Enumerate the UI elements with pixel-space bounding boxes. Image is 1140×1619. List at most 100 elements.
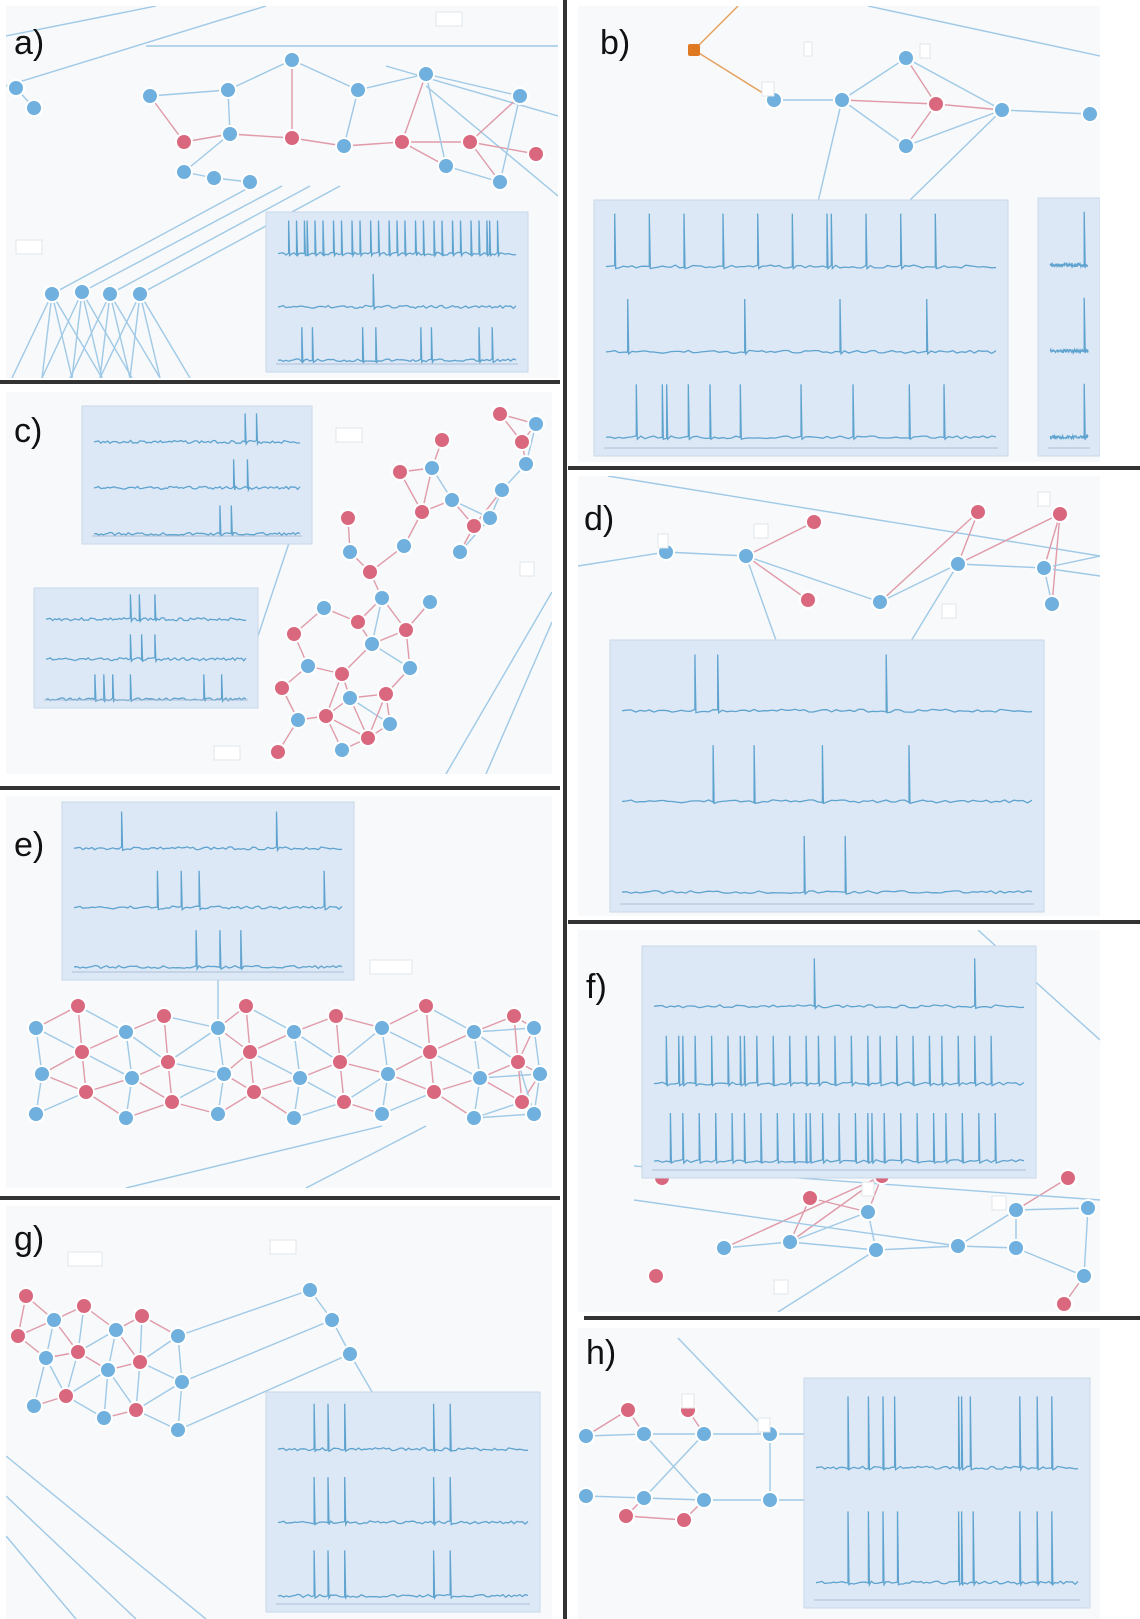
excitatory-neuron-node xyxy=(578,1487,595,1505)
node-tag xyxy=(519,561,535,577)
node-tag xyxy=(681,1393,695,1409)
synapse-edge xyxy=(665,551,747,557)
synapse-edge xyxy=(841,57,907,101)
panel-d: d) xyxy=(578,476,1100,916)
excitatory-neuron-node xyxy=(897,49,915,67)
synapse-edge xyxy=(1043,567,1100,577)
excitatory-neuron-node xyxy=(285,1023,303,1041)
synapse-edge xyxy=(473,1113,535,1119)
excitatory-neuron-node xyxy=(73,283,91,301)
inhibitory-neuron-node xyxy=(491,405,509,423)
inhibitory-synapse-edge xyxy=(1015,1177,1069,1211)
inhibitory-neuron-node xyxy=(1055,1295,1073,1312)
inhibitory-neuron-node xyxy=(421,1043,439,1061)
excitatory-neuron-node xyxy=(341,543,359,561)
excitatory-neuron-node xyxy=(117,1109,135,1127)
synapse-edge xyxy=(163,1015,219,1029)
excitatory-neuron-node xyxy=(173,1373,191,1391)
inhibitory-neuron-node xyxy=(675,1511,693,1529)
divider-c-e xyxy=(0,786,560,790)
synapse-edge xyxy=(745,555,779,647)
inhibitory-neuron-node xyxy=(75,1297,93,1315)
node-tag xyxy=(803,41,813,57)
excitatory-neuron-node xyxy=(417,65,435,83)
synapse-edge xyxy=(81,291,103,378)
excitatory-neuron-node xyxy=(95,1409,113,1427)
panel-e: e) xyxy=(6,796,552,1188)
node-tag xyxy=(919,43,931,59)
excitatory-neuron-node xyxy=(401,659,419,677)
excitatory-neuron-node xyxy=(859,1203,877,1221)
voltage-trace xyxy=(73,870,343,911)
node-tag xyxy=(269,1239,297,1255)
inhibitory-neuron-node xyxy=(413,503,431,521)
excitatory-neuron-node xyxy=(531,1065,549,1083)
divider-f-h xyxy=(584,1316,1140,1320)
excitatory-neuron-node xyxy=(333,741,351,759)
synapse-edge xyxy=(875,1245,959,1251)
node-tag xyxy=(369,959,413,975)
inhibitory-neuron-node xyxy=(393,133,411,151)
network-diagram-c xyxy=(33,405,552,774)
inhibitory-neuron-node xyxy=(527,145,545,163)
excitatory-neuron-node xyxy=(897,137,915,155)
synapse-edge xyxy=(429,1051,481,1079)
voltage-trace-panel xyxy=(265,1391,541,1613)
synapse-edge xyxy=(485,621,552,774)
excitatory-neuron-node xyxy=(99,1361,117,1379)
synapse-edge xyxy=(6,6,267,87)
synapse-edge xyxy=(35,1091,87,1115)
synapse-edge xyxy=(51,185,253,295)
inhibitory-neuron-node xyxy=(17,1287,35,1305)
node-tag xyxy=(1037,491,1051,507)
voltage-trace xyxy=(653,1035,1025,1088)
inhibitory-neuron-node xyxy=(269,743,287,761)
voltage-trace xyxy=(277,1403,529,1453)
excitatory-neuron-node xyxy=(381,715,399,733)
excitatory-neuron-node xyxy=(465,1023,483,1041)
inhibitory-synapse-edge xyxy=(957,511,979,565)
excitatory-neuron-node xyxy=(481,509,499,527)
voltage-trace xyxy=(277,1477,529,1527)
voltage-trace xyxy=(621,745,1033,805)
synapse-edge xyxy=(6,6,157,37)
inhibitory-synapse-edge xyxy=(1051,513,1061,605)
voltage-trace xyxy=(653,1113,1025,1165)
voltage-trace xyxy=(815,1511,1079,1588)
voltage-trace xyxy=(1049,383,1089,441)
synapse-edge xyxy=(745,555,881,603)
excitatory-neuron-node xyxy=(285,1109,303,1127)
node-tag xyxy=(761,81,775,97)
inhibitory-neuron-node xyxy=(163,1093,181,1111)
synapse-edge xyxy=(693,49,775,101)
panel-label-c: c) xyxy=(14,412,43,450)
synapse-edge xyxy=(71,291,83,378)
inhibitory-neuron-node xyxy=(77,1083,95,1101)
panel-label-g: g) xyxy=(14,1220,45,1258)
synapse-edge xyxy=(789,1241,877,1251)
synapse-edge xyxy=(841,99,907,147)
excitatory-neuron-node xyxy=(141,87,159,105)
synapse-edge xyxy=(181,1319,333,1383)
inhibitory-neuron-node xyxy=(331,1053,349,1071)
voltage-trace xyxy=(1049,297,1089,355)
excitatory-neuron-node xyxy=(205,169,223,187)
synapse-edge xyxy=(6,1535,77,1619)
excitatory-neuron-node xyxy=(335,137,353,155)
inhibitory-neuron-node xyxy=(391,463,409,481)
synapse-edge xyxy=(578,551,667,567)
inhibitory-synapse-edge xyxy=(935,103,1003,111)
synapse-edge xyxy=(643,1497,705,1501)
panel-c: c) xyxy=(6,392,552,774)
excitatory-neuron-node xyxy=(737,547,755,565)
inhibitory-neuron-node xyxy=(617,1507,635,1525)
node-tag xyxy=(757,1417,771,1433)
excitatory-neuron-node xyxy=(511,87,529,105)
synapse-edge xyxy=(473,1027,535,1033)
synapse-edge xyxy=(171,1073,225,1103)
synapse-edge xyxy=(177,1289,311,1337)
inhibitory-neuron-node xyxy=(927,95,945,113)
synapse-edge xyxy=(385,65,558,117)
excitatory-neuron-node xyxy=(491,173,509,191)
excitatory-neuron-node xyxy=(1007,1239,1025,1257)
